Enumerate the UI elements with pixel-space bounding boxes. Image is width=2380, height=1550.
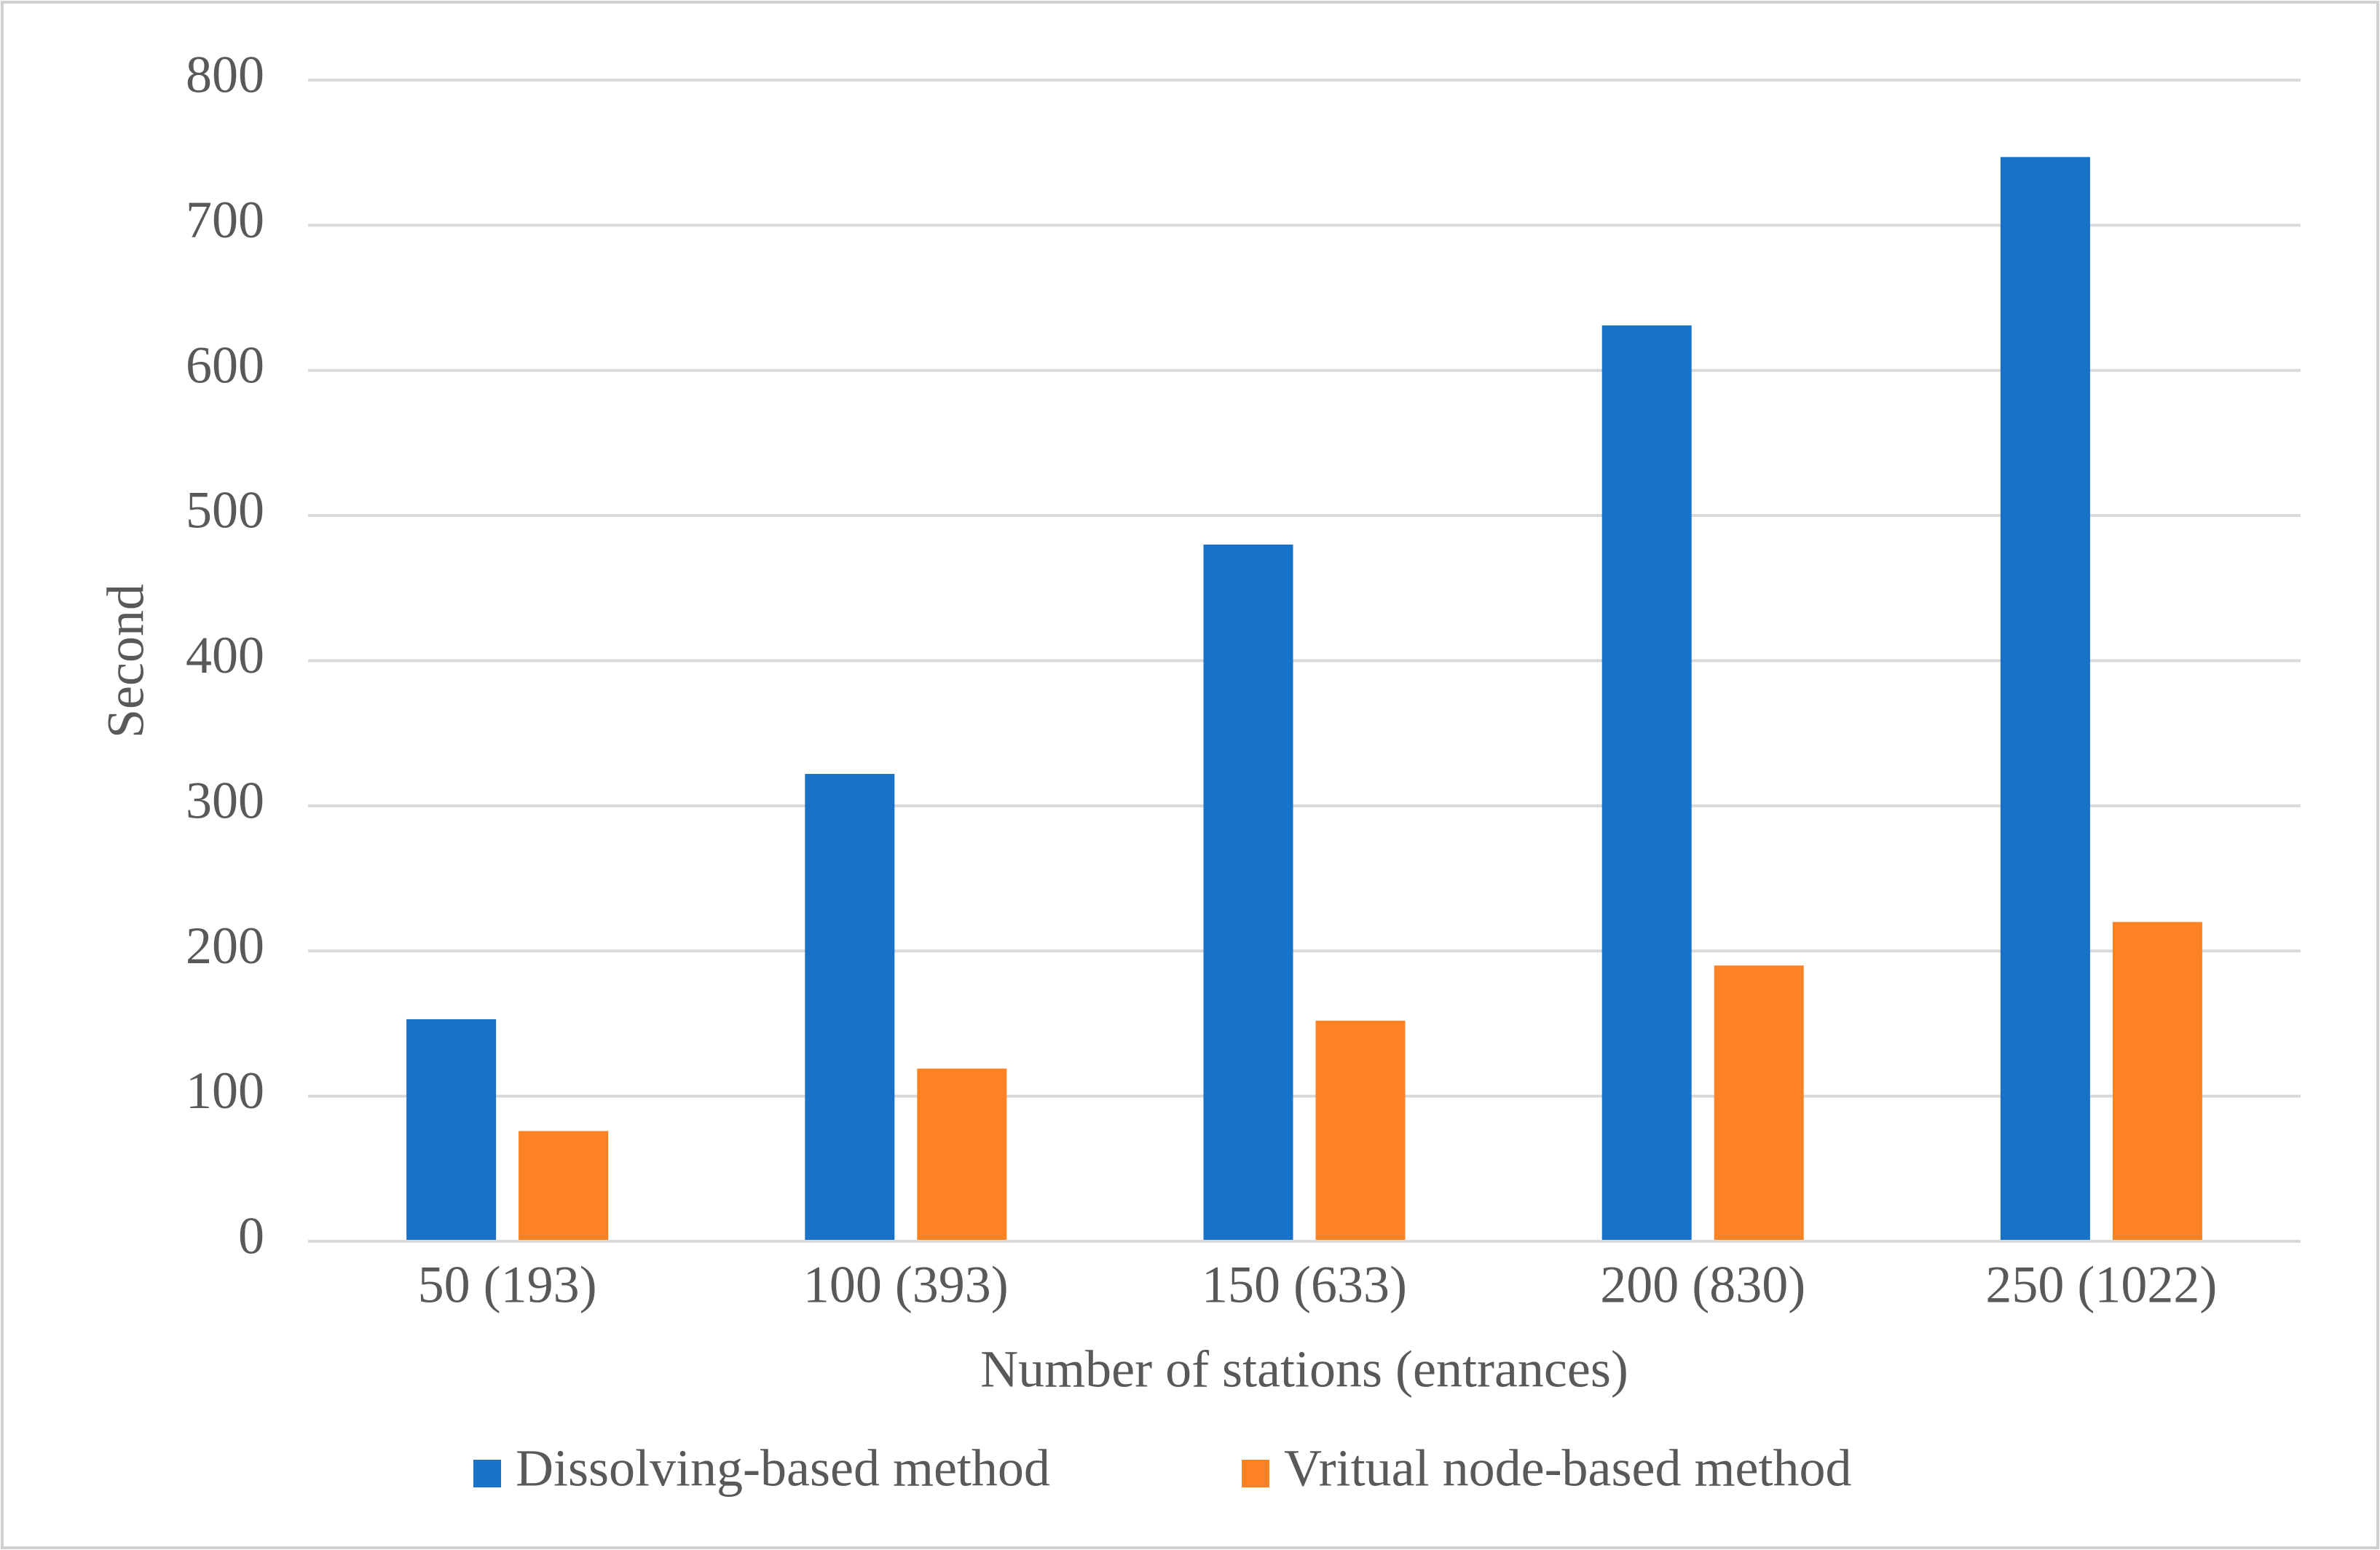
bar: [1601, 325, 1692, 1242]
y-tick-label: 200: [186, 917, 264, 975]
x-tick-label: 100 (393): [803, 1256, 1009, 1314]
x-tick-label: 150 (633): [1202, 1256, 1407, 1314]
legend-label: Dissolving-based method: [516, 1439, 1050, 1498]
y-tick-label: 300: [186, 771, 264, 829]
bar: [2000, 157, 2090, 1242]
bar: [519, 1131, 609, 1241]
legend-swatch: [473, 1460, 501, 1487]
bar: [2112, 922, 2202, 1241]
x-axis-title: Number of stations (entrances): [980, 1340, 1628, 1399]
bar: [406, 1019, 497, 1241]
bar: [1714, 965, 1804, 1241]
y-tick-label: 100: [186, 1061, 264, 1120]
y-tick-label: 700: [186, 191, 264, 249]
bar: [1315, 1020, 1406, 1241]
y-tick-label: 500: [186, 481, 264, 539]
y-tick-label: 600: [186, 336, 264, 394]
x-tick-label: 50 (193): [418, 1256, 597, 1314]
y-tick-label: 400: [186, 626, 264, 684]
bar: [917, 1068, 1007, 1241]
bar: [1203, 545, 1293, 1241]
y-axis-title: Second: [97, 584, 155, 738]
x-tick-label: 200 (830): [1600, 1256, 1805, 1314]
legend-swatch: [1242, 1460, 1269, 1487]
y-tick-label: 0: [238, 1207, 264, 1265]
legend-label: Vritual node-based method: [1284, 1439, 1851, 1498]
x-tick-label: 250 (1022): [1985, 1256, 2217, 1314]
bar: [805, 774, 895, 1241]
y-tick-label: 800: [186, 46, 264, 104]
